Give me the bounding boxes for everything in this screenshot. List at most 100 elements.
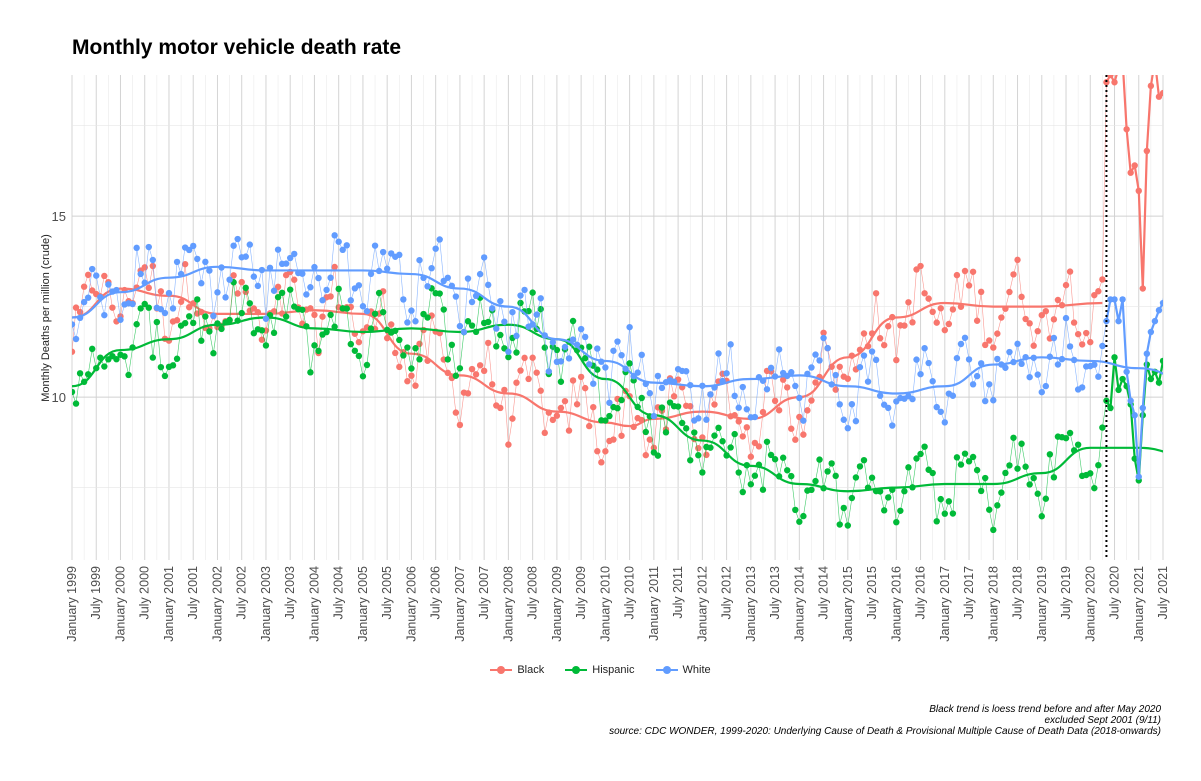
data-point-black [331, 263, 338, 271]
data-point-black [412, 382, 419, 389]
data-point-white [476, 270, 484, 278]
data-point-white [335, 238, 342, 245]
data-point-black [743, 424, 751, 431]
data-point-black [804, 407, 811, 414]
data-point-hispanic [1099, 424, 1106, 431]
data-point-white [715, 350, 722, 357]
data-point-white [339, 246, 346, 254]
data-point-white [242, 253, 249, 260]
data-point-white [497, 297, 504, 305]
data-point-black [687, 402, 694, 410]
x-tick-label: July 2010 [623, 566, 637, 620]
data-point-white [367, 270, 375, 278]
data-point-hispanic [658, 404, 666, 411]
data-point-hispanic [784, 467, 791, 474]
data-point-hispanic [626, 360, 633, 367]
data-point-white [517, 292, 524, 299]
legend-item-hispanic: Hispanic [565, 664, 634, 676]
data-point-hispanic [941, 510, 948, 517]
data-point-white [149, 256, 157, 264]
x-tick-label: July 2018 [1011, 566, 1025, 620]
data-point-white [913, 356, 920, 363]
legend-item-black: Black [490, 664, 544, 676]
data-point-white [1002, 364, 1009, 371]
data-point-hispanic [1022, 463, 1029, 470]
data-point-hispanic [759, 486, 767, 493]
data-point-hispanic [145, 304, 152, 311]
data-point-black [844, 375, 852, 382]
data-point-white [533, 311, 540, 318]
data-point-white [957, 340, 965, 348]
data-point-hispanic [618, 396, 625, 404]
x-tick-label: January 2003 [259, 566, 273, 642]
data-point-hispanic [190, 319, 197, 327]
data-point-hispanic [998, 489, 1005, 496]
data-point-hispanic [957, 461, 965, 468]
data-point-white [561, 343, 569, 351]
data-point-hispanic [315, 347, 322, 355]
data-point-white [404, 319, 411, 326]
x-tick-label: July 2020 [1108, 566, 1122, 620]
data-point-white [93, 272, 100, 279]
data-point-white [129, 300, 136, 308]
x-tick-label: July 2017 [962, 566, 976, 620]
data-point-white [876, 392, 884, 399]
data-point-black [1066, 268, 1074, 275]
data-point-white [1038, 388, 1045, 396]
data-point-white [986, 381, 993, 388]
data-point-hispanic [1164, 383, 1170, 389]
x-tick-label: July 2008 [526, 566, 540, 620]
data-point-hispanic [767, 451, 775, 459]
data-point-black [1078, 341, 1086, 348]
data-point-white [513, 332, 520, 340]
data-point-black [517, 367, 524, 374]
data-point-black [775, 407, 783, 414]
data-point-white [222, 294, 229, 301]
data-point-hispanic [76, 370, 84, 377]
data-point-hispanic [691, 429, 698, 436]
data-point-white [860, 352, 868, 359]
data-point-black [319, 313, 326, 320]
data-point-black [1087, 338, 1094, 346]
data-point-hispanic [707, 444, 714, 451]
data-point-hispanic [1030, 474, 1037, 482]
data-point-white [994, 355, 1001, 363]
data-point-hispanic [642, 428, 649, 436]
data-point-black [650, 444, 658, 452]
data-point-black [234, 290, 241, 297]
data-point-black [925, 295, 932, 302]
data-point-black [565, 427, 573, 434]
data-point-white [72, 335, 80, 343]
data-point-white [343, 242, 350, 249]
data-point-white [198, 280, 205, 287]
data-point-hispanic [731, 430, 738, 438]
data-point-black [1006, 288, 1013, 296]
data-point-hispanic [250, 330, 258, 337]
data-point-black [1115, 65, 1121, 71]
data-point-black [876, 335, 884, 342]
trend-line-post-white [1105, 297, 1163, 477]
data-point-white [941, 419, 948, 426]
data-point-black [1074, 330, 1082, 338]
data-point-black [880, 341, 888, 349]
data-point-hispanic [456, 365, 464, 372]
data-point-hispanic [262, 342, 270, 349]
data-point-white [1168, 278, 1174, 284]
data-point-black [456, 421, 464, 429]
data-point-white [840, 416, 847, 423]
data-point-hispanic [363, 361, 371, 369]
data-point-hispanic [513, 349, 520, 356]
x-tick-label: July 2004 [332, 566, 346, 620]
data-point-hispanic [1066, 429, 1074, 437]
data-point-hispanic [278, 289, 286, 297]
data-point-hispanic [157, 363, 165, 371]
data-point-black [949, 306, 957, 313]
data-point-black [965, 282, 973, 289]
data-point-hispanic [541, 344, 548, 351]
x-tick-label: January 2018 [986, 566, 1000, 642]
data-point-white [990, 397, 997, 404]
data-point-hispanic [1018, 440, 1025, 447]
data-point-hispanic [945, 498, 953, 505]
data-point-hispanic [856, 463, 864, 470]
